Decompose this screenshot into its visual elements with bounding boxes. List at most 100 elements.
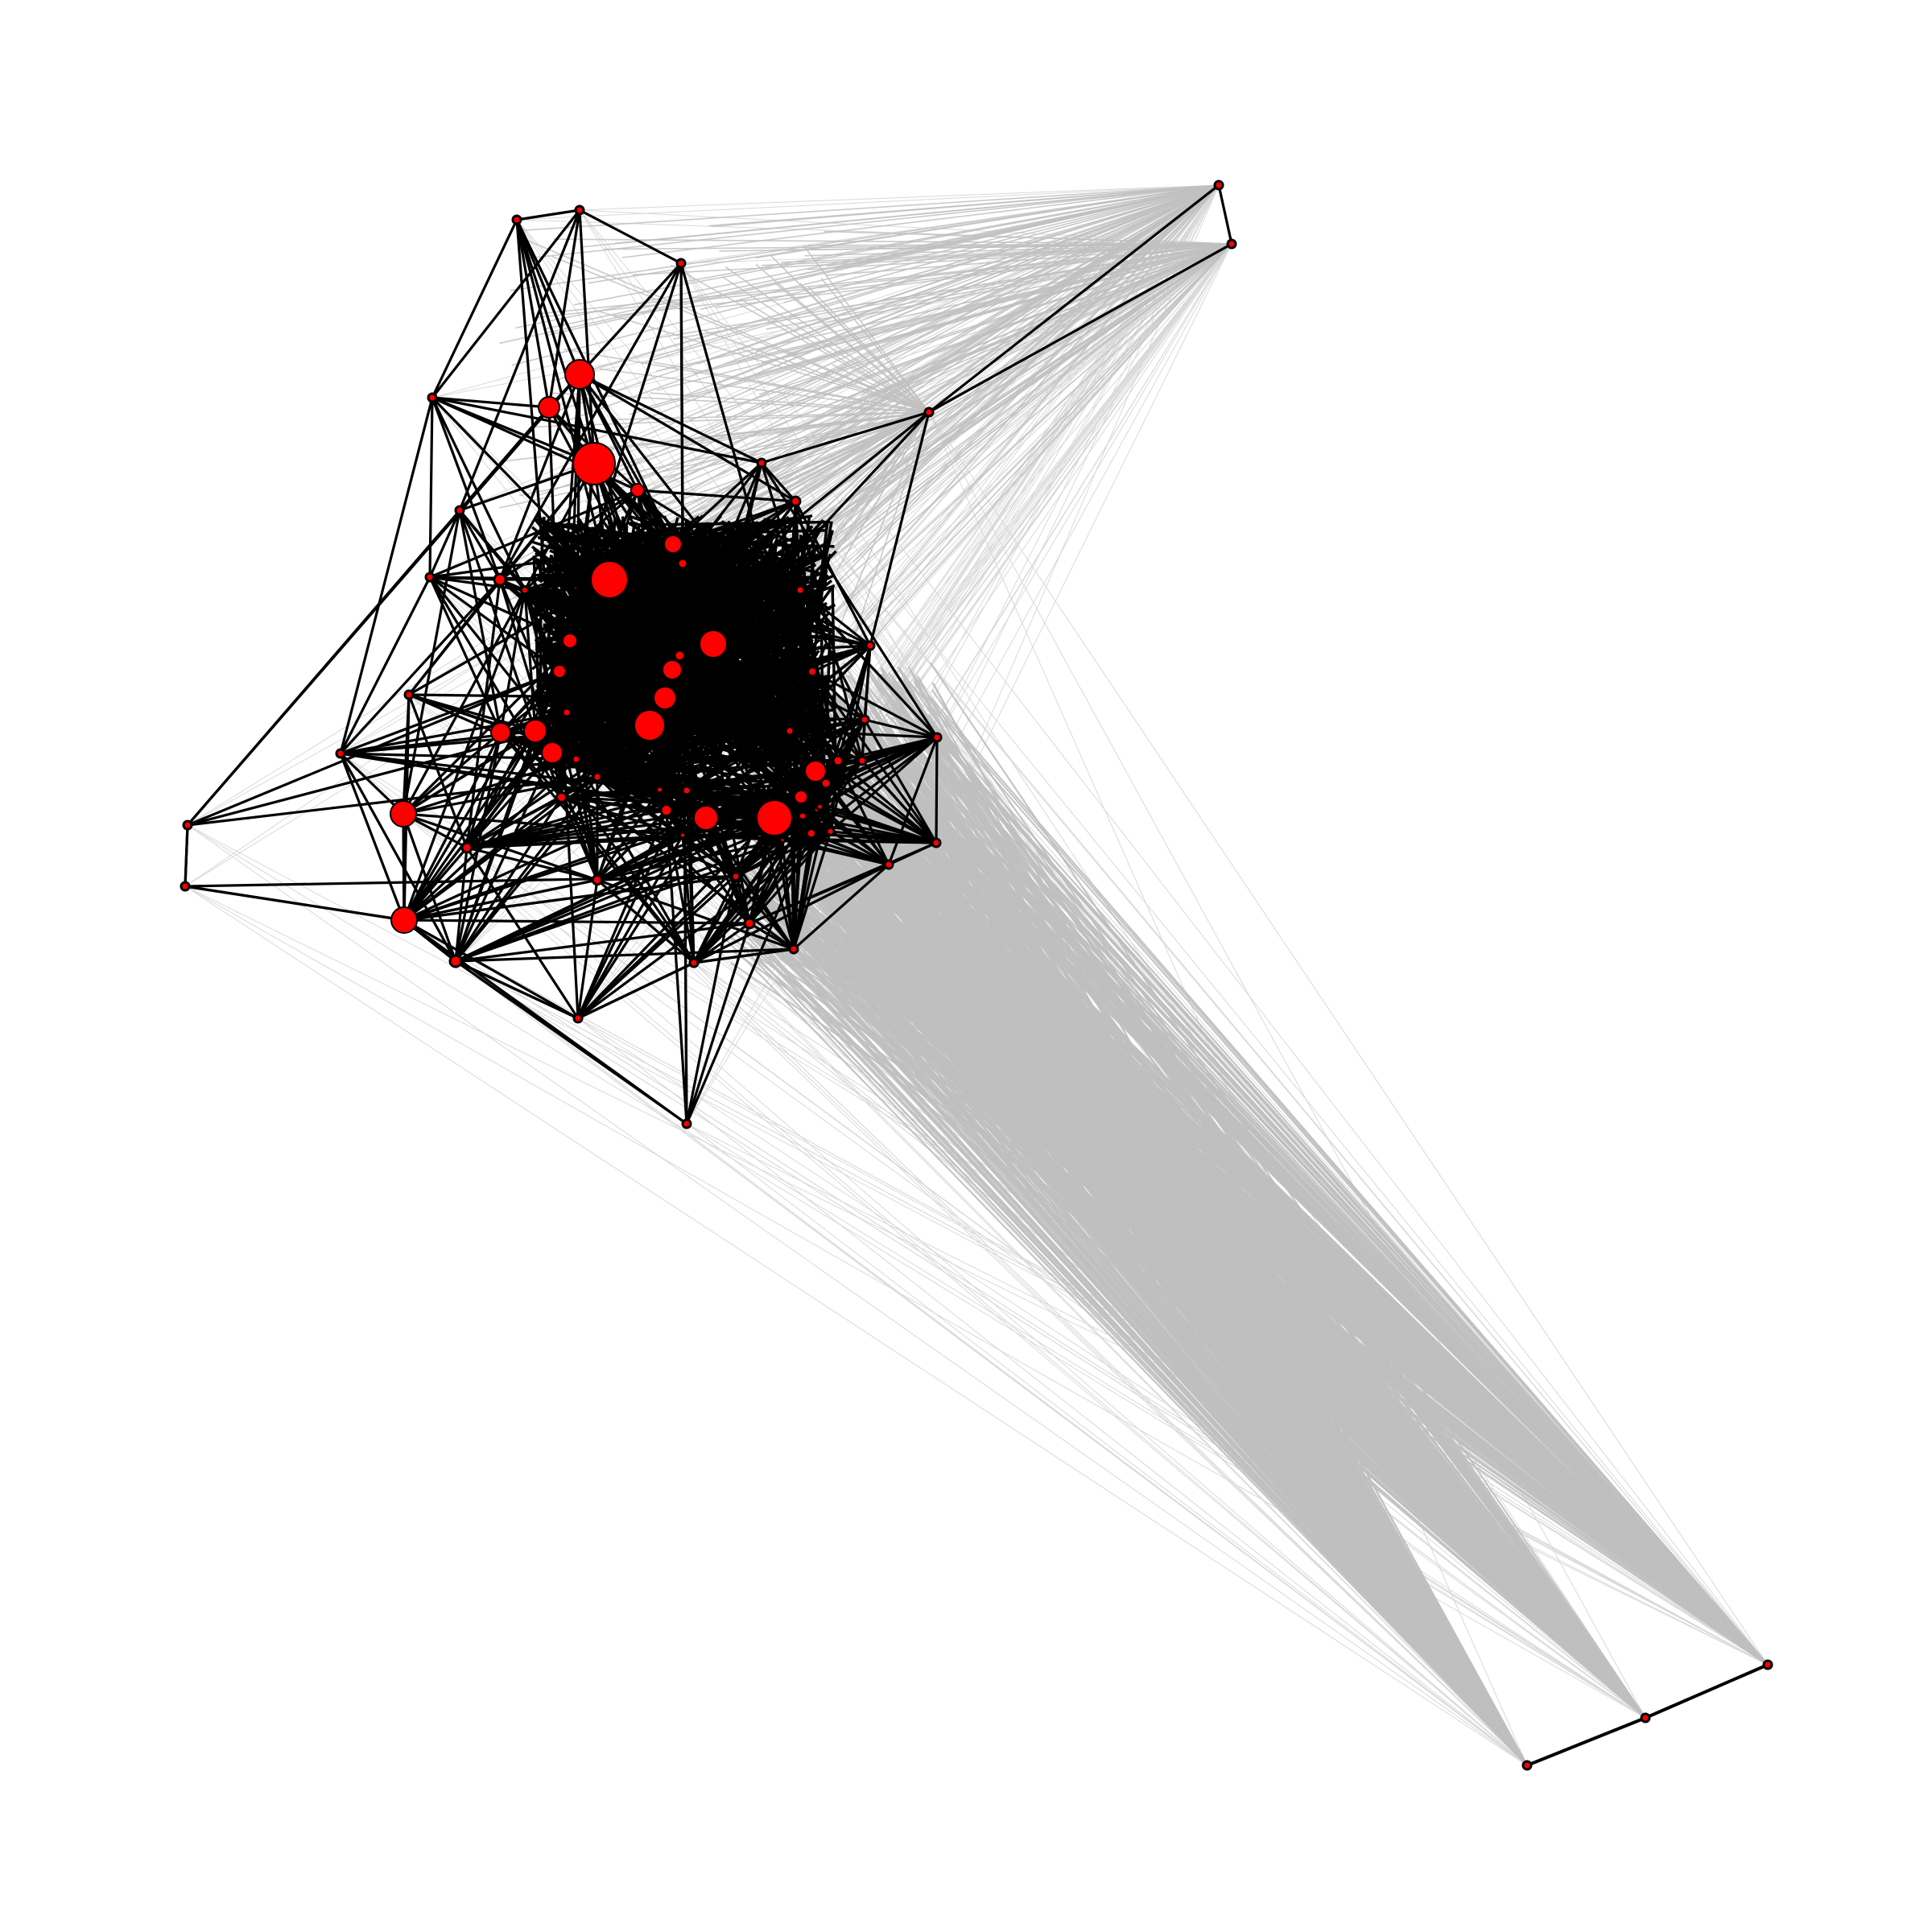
weak-edge bbox=[856, 184, 1220, 504]
weak-edge bbox=[522, 184, 1220, 232]
graph-node bbox=[591, 873, 604, 886]
faint-edge bbox=[577, 1018, 1646, 1719]
weak-edge bbox=[819, 243, 1232, 680]
strong-edge bbox=[572, 654, 838, 727]
strong-edge bbox=[454, 796, 563, 962]
graph-node bbox=[923, 407, 935, 418]
strong-edge bbox=[498, 374, 581, 580]
weak-edge bbox=[670, 264, 930, 413]
strong-edge bbox=[782, 530, 834, 723]
weak-edge bbox=[737, 347, 930, 413]
strong-edge bbox=[539, 646, 777, 724]
strong-edge bbox=[1526, 1716, 1646, 1767]
faint-edge bbox=[864, 243, 1232, 720]
strong-edge bbox=[561, 795, 683, 837]
strong-edge bbox=[465, 579, 502, 848]
faint-edge bbox=[455, 960, 1528, 1766]
strong-edge bbox=[339, 578, 502, 755]
graph-node bbox=[825, 826, 836, 836]
strong-edge bbox=[596, 878, 696, 964]
strong-edge bbox=[560, 795, 737, 878]
strong-edge bbox=[730, 556, 796, 634]
strong-edge bbox=[402, 589, 526, 815]
weak-edge bbox=[735, 243, 1232, 577]
weak-edge bbox=[623, 243, 1232, 518]
strong-edge bbox=[535, 553, 819, 654]
strong-edge bbox=[654, 556, 753, 576]
graph-node bbox=[699, 630, 728, 658]
graph-node bbox=[182, 819, 193, 831]
strong-edge bbox=[577, 830, 832, 1020]
graph-node bbox=[390, 800, 417, 828]
weak-edge bbox=[932, 824, 1769, 1666]
weak-edge bbox=[716, 184, 1220, 417]
strong-edge bbox=[616, 723, 628, 733]
weak-edge bbox=[822, 947, 1769, 1666]
strong-edge bbox=[515, 219, 551, 408]
weak-edge bbox=[931, 732, 1769, 1666]
weak-edge bbox=[753, 843, 1769, 1666]
strong-edge bbox=[465, 730, 537, 848]
weak-edge bbox=[824, 230, 1232, 245]
strong-edge bbox=[760, 461, 797, 502]
weak-edge bbox=[656, 243, 1232, 372]
strong-edge bbox=[402, 589, 526, 921]
strong-edge bbox=[552, 646, 604, 739]
strong-edge bbox=[402, 813, 457, 962]
weak-edge bbox=[826, 243, 1232, 276]
graph-node bbox=[564, 359, 595, 390]
strong-edge bbox=[538, 516, 546, 582]
strong-edge bbox=[561, 795, 667, 812]
faint-edge bbox=[686, 1123, 1646, 1719]
graph-node bbox=[743, 917, 756, 930]
strong-edge bbox=[578, 262, 683, 376]
strong-edge bbox=[928, 242, 1232, 414]
graph-node bbox=[659, 803, 674, 817]
graph-node bbox=[788, 943, 799, 955]
weak-edge bbox=[829, 769, 1769, 1666]
graph-node bbox=[1213, 180, 1224, 191]
graph-node bbox=[797, 811, 808, 821]
strong-edge bbox=[935, 737, 939, 844]
strong-edge bbox=[402, 775, 598, 815]
strong-edge bbox=[579, 373, 797, 503]
strong-edge bbox=[339, 752, 405, 815]
graph-node bbox=[681, 1118, 692, 1129]
strong-edge bbox=[429, 489, 638, 579]
strong-edge bbox=[679, 262, 684, 564]
weak-edge bbox=[826, 243, 1232, 324]
strong-edge bbox=[819, 736, 938, 808]
strong-edge bbox=[658, 561, 679, 715]
graph-node bbox=[1762, 1659, 1773, 1670]
strong-edge bbox=[781, 840, 795, 950]
weak-edge bbox=[741, 900, 1769, 1666]
strong-edge bbox=[774, 562, 828, 770]
graph-node bbox=[795, 584, 806, 596]
weak-edge-layer bbox=[499, 184, 1769, 1766]
strong-edge bbox=[428, 576, 502, 733]
weak-edge bbox=[683, 411, 930, 447]
weak-edge bbox=[721, 276, 930, 413]
weak-edge bbox=[773, 943, 1646, 1719]
strong-edge bbox=[723, 583, 789, 771]
faint-edge bbox=[466, 847, 1528, 1766]
weak-edge bbox=[811, 782, 1769, 1666]
graph-node bbox=[883, 859, 894, 870]
strong-edge bbox=[642, 584, 745, 737]
strong-edge bbox=[455, 815, 803, 963]
strong-edge bbox=[532, 555, 540, 705]
strong-edge bbox=[538, 616, 633, 644]
strong-edge bbox=[579, 373, 762, 464]
strong-edge bbox=[631, 521, 808, 582]
weak-edge bbox=[730, 937, 1769, 1666]
strong-edge bbox=[748, 830, 832, 925]
strong-edge bbox=[580, 587, 825, 647]
graph-node bbox=[572, 442, 616, 485]
strong-edge bbox=[692, 832, 812, 964]
strong-edge bbox=[498, 262, 683, 580]
weak-edge bbox=[766, 243, 1232, 330]
weak-edge bbox=[651, 411, 930, 518]
strong-edge bbox=[590, 591, 770, 651]
strong-edge bbox=[403, 878, 598, 922]
strong-edge bbox=[407, 694, 469, 848]
